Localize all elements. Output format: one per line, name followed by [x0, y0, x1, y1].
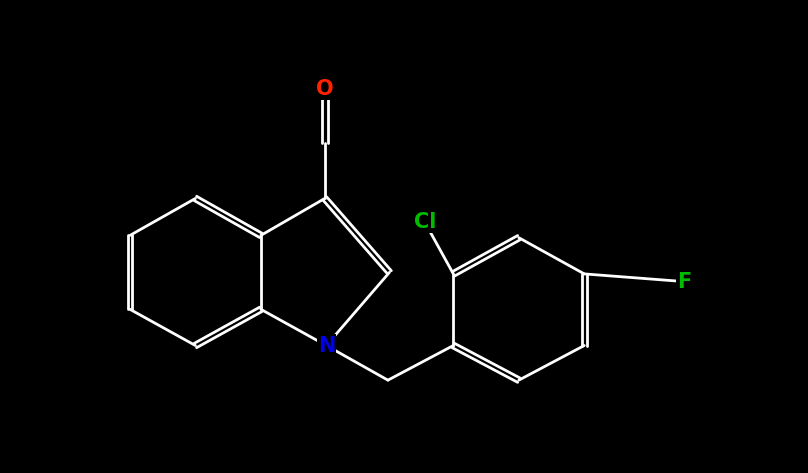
- Text: Cl: Cl: [414, 212, 436, 232]
- Text: N: N: [318, 335, 335, 356]
- Text: F: F: [677, 272, 692, 291]
- Text: O: O: [316, 79, 334, 99]
